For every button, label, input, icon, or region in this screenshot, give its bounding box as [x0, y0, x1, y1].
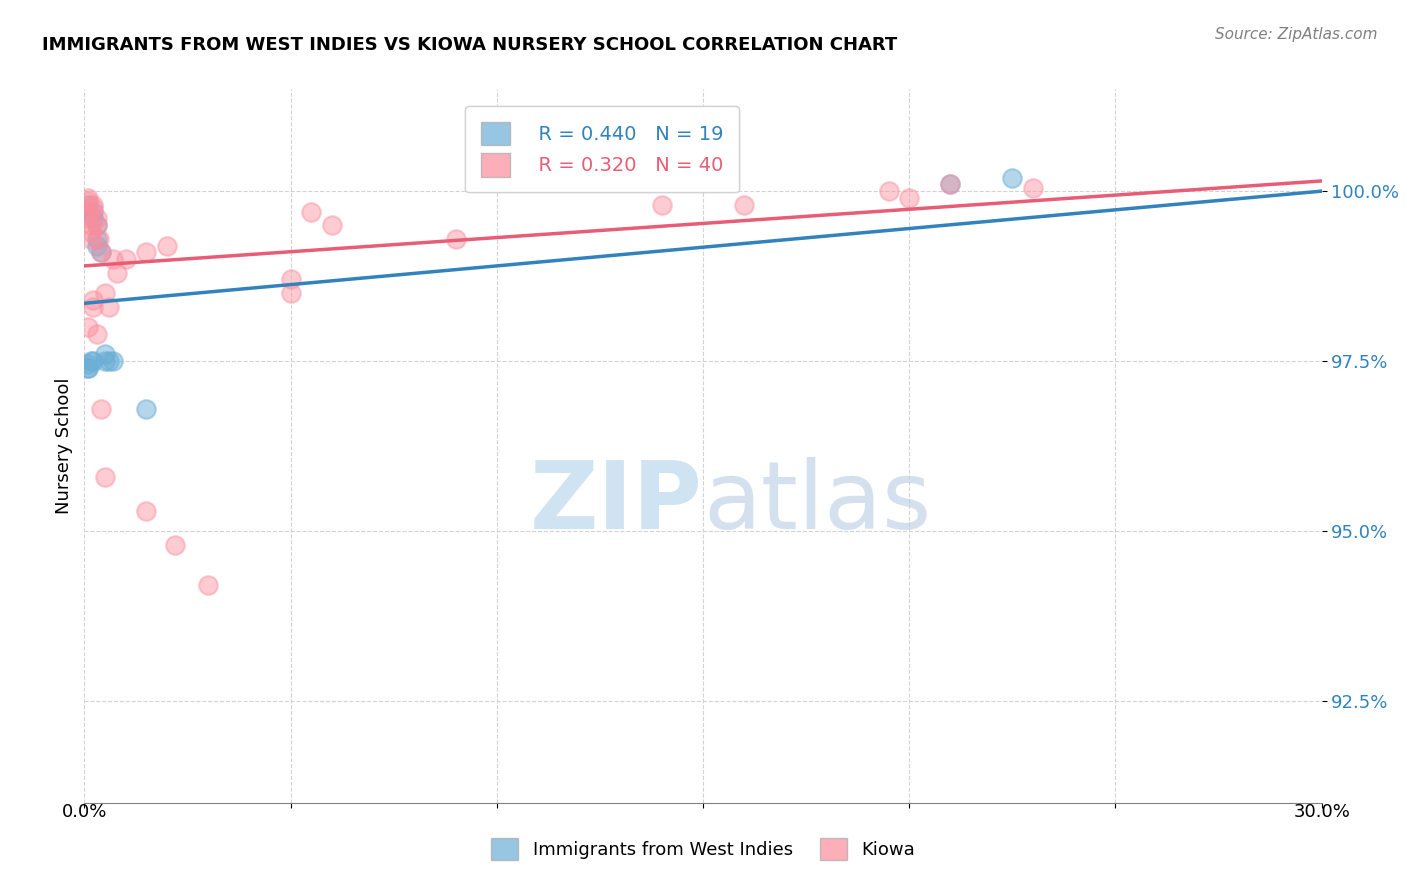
Text: Source: ZipAtlas.com: Source: ZipAtlas.com [1215, 27, 1378, 42]
Point [86, 218, 108, 232]
Point [77, 194, 100, 209]
Text: atlas: atlas [703, 457, 931, 549]
Point [135, 401, 157, 416]
Point [77, 360, 100, 375]
Point [135, 503, 157, 517]
Point [94, 347, 117, 361]
Point [82, 300, 104, 314]
Point [77, 204, 100, 219]
Point [86, 218, 108, 232]
Point [103, 354, 125, 368]
Point [82, 198, 104, 212]
Point [86, 211, 108, 226]
Point [939, 178, 962, 192]
Point [82, 201, 104, 215]
Point [86, 326, 108, 341]
Point [79, 218, 101, 232]
Point [82, 293, 104, 307]
Text: 0.0%: 0.0% [62, 803, 107, 821]
Point [82, 204, 104, 219]
Point [90, 245, 112, 260]
Point [135, 245, 157, 260]
Point [90, 245, 112, 260]
Point [86, 238, 108, 252]
Point [94, 469, 117, 483]
Point [280, 286, 302, 301]
Point [1001, 170, 1024, 185]
Point [79, 225, 101, 239]
Legend:   R = 0.440   N = 19,   R = 0.320   N = 40: R = 0.440 N = 19, R = 0.320 N = 40 [465, 106, 738, 193]
Point [114, 252, 136, 266]
Point [156, 238, 179, 252]
Point [77, 358, 100, 372]
Point [299, 204, 322, 219]
Text: IMMIGRANTS FROM WEST INDIES VS KIOWA NURSERY SCHOOL CORRELATION CHART: IMMIGRANTS FROM WEST INDIES VS KIOWA NUR… [42, 36, 897, 54]
Text: ZIP: ZIP [530, 457, 703, 549]
Point [79, 232, 101, 246]
Point [82, 354, 104, 368]
Point [94, 354, 117, 368]
Point [103, 252, 125, 266]
Point [87, 232, 110, 246]
Point [939, 178, 962, 192]
Point [1022, 180, 1045, 194]
Point [98, 354, 121, 368]
Point [77, 211, 100, 226]
Point [321, 218, 343, 232]
Point [90, 401, 112, 416]
Point [444, 232, 467, 246]
Point [94, 286, 117, 301]
Point [877, 184, 900, 198]
Point [86, 232, 108, 246]
Point [79, 354, 101, 368]
Legend: Immigrants from West Indies, Kiowa: Immigrants from West Indies, Kiowa [477, 823, 929, 874]
Y-axis label: Nursery School: Nursery School [55, 377, 73, 515]
Point [280, 272, 302, 286]
Point [82, 211, 104, 226]
Point [733, 198, 755, 212]
Point [77, 191, 100, 205]
Point [98, 300, 121, 314]
Point [651, 198, 673, 212]
Point [77, 198, 100, 212]
Point [898, 191, 921, 205]
Point [105, 266, 128, 280]
Text: 30.0%: 30.0% [1294, 803, 1350, 821]
Point [165, 537, 187, 551]
Point [197, 578, 219, 592]
Point [77, 320, 100, 334]
Point [77, 360, 100, 375]
